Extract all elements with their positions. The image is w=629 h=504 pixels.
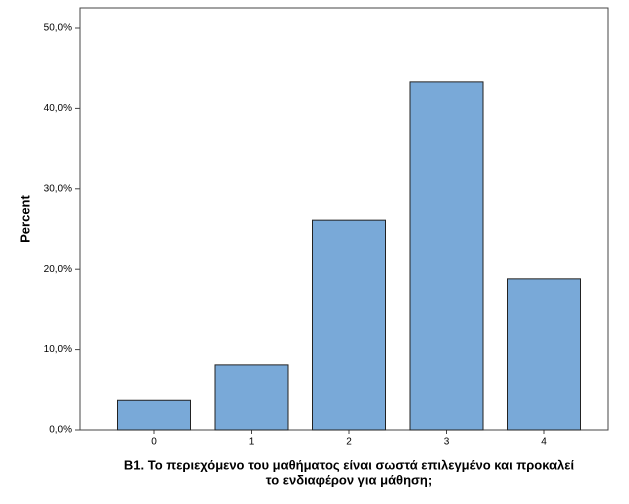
y-tick-label: 30,0% — [44, 183, 72, 194]
y-tick-label: 40,0% — [44, 103, 72, 114]
x-axis-title: B1. Το περιεχόμενο του μαθήματος είναι σ… — [124, 457, 575, 472]
bar — [312, 219, 386, 431]
y-axis-title: Percent — [17, 194, 32, 242]
x-tick-label: 0 — [151, 437, 157, 448]
x-axis-title: το ενδιαφέρον για μάθηση; — [266, 472, 432, 487]
x-tick-label: 3 — [444, 437, 450, 448]
x-tick-label: 4 — [541, 437, 547, 448]
bar — [507, 278, 581, 431]
bar — [117, 399, 191, 431]
bar — [214, 364, 289, 431]
x-tick-label: 2 — [346, 437, 352, 448]
x-tick-label: 1 — [249, 437, 255, 448]
y-tick-label: 0,0% — [49, 425, 72, 436]
y-tick-label: 10,0% — [44, 344, 72, 355]
y-tick-label: 20,0% — [44, 264, 72, 275]
y-tick-label: 50,0% — [44, 23, 72, 34]
bar — [409, 81, 484, 431]
